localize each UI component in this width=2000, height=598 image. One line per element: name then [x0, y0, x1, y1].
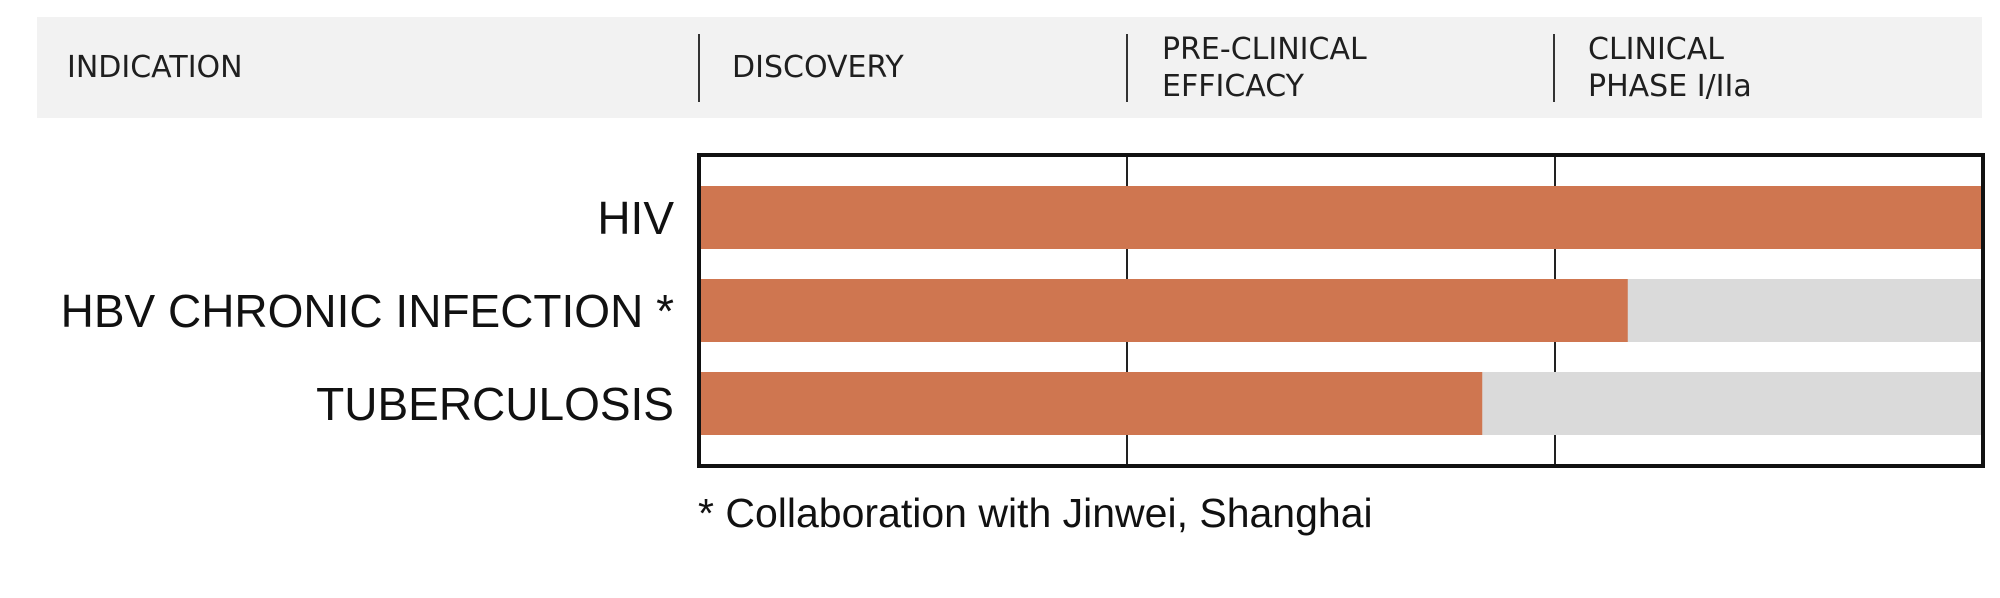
- header-discovery-label: DISCOVERY: [732, 50, 904, 85]
- header-preclinical: PRE-CLINICAL EFFICACY: [1162, 17, 1562, 118]
- header-clinical: CLINICAL PHASE I/IIa: [1588, 17, 1968, 118]
- header-indication-label: INDICATION: [67, 50, 243, 85]
- footnote: * Collaboration with Jinwei, Shanghai: [698, 490, 1373, 536]
- header-clinical-line1: CLINICAL: [1588, 31, 1724, 67]
- header-preclinical-line1: PRE-CLINICAL: [1162, 31, 1367, 67]
- row-label-hiv: HIV: [597, 191, 674, 244]
- pipeline-header: INDICATION DISCOVERY PRE-CLINICAL EFFICA…: [37, 17, 1982, 118]
- progress-bar: [699, 372, 1483, 435]
- header-indication: INDICATION: [67, 17, 667, 118]
- row-label-tuberculosis: TUBERCULOSIS: [316, 377, 674, 430]
- header-divider-clinical: [1553, 34, 1555, 102]
- row-label-hbv: HBV CHRONIC INFECTION *: [60, 284, 674, 337]
- chart-frame: [697, 153, 1985, 468]
- header-discovery: DISCOVERY: [732, 17, 1132, 118]
- header-clinical-line2: PHASE I/IIa: [1588, 68, 1752, 104]
- header-divider-discovery: [698, 34, 700, 102]
- header-divider-preclinical: [1126, 34, 1128, 102]
- header-preclinical-line2: EFFICACY: [1162, 68, 1305, 104]
- progress-bar: [699, 186, 1983, 249]
- progress-bar: [699, 279, 1628, 342]
